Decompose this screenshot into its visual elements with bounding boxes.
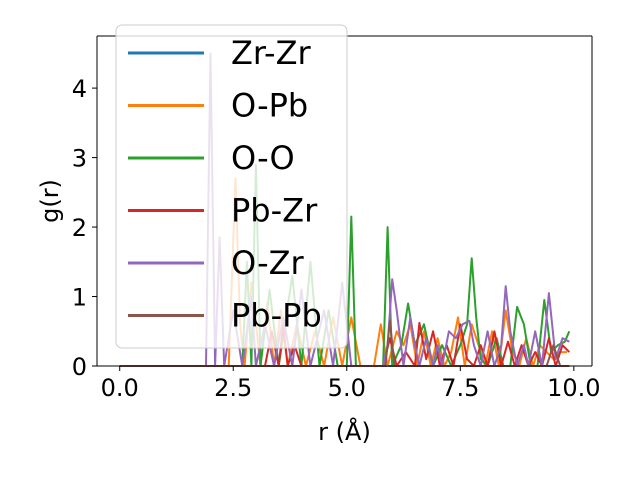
legend-label-o-zr: O-Zr — [231, 244, 305, 282]
y-tick-label: 3 — [72, 145, 87, 173]
legend: Zr-Zr O-Pb O-O Pb-Zr O-Zr Pb-Pb — [115, 24, 348, 349]
y-tick-label: 2 — [72, 214, 87, 242]
x-tick-label: 0.0 — [101, 374, 139, 402]
y-tick-label: 0 — [72, 353, 87, 381]
legend-label-pb-zr: Pb-Zr — [231, 192, 318, 230]
y-tick-label: 1 — [72, 284, 87, 312]
x-tick-label: 5.0 — [328, 374, 366, 402]
y-tick-label: 4 — [72, 75, 87, 103]
legend-label-pb-pb: Pb-Pb — [231, 297, 322, 335]
legend-label-zr-zr: Zr-Zr — [231, 34, 312, 72]
series-line-o-zr — [119, 52, 570, 367]
legend-label-o-o: O-O — [231, 139, 295, 177]
x-axis-label: r (Å) — [318, 417, 371, 446]
y-axis-label: g(r) — [36, 179, 64, 223]
legend-label-o-pb: O-Pb — [231, 87, 308, 125]
ticks: 0.0 2.5 5.0 7.5 10.0 0 1 2 3 4 — [72, 75, 601, 402]
x-tick-label: 7.5 — [441, 374, 479, 402]
x-tick-label: 2.5 — [214, 374, 252, 402]
x-tick-label: 10.0 — [547, 374, 600, 402]
